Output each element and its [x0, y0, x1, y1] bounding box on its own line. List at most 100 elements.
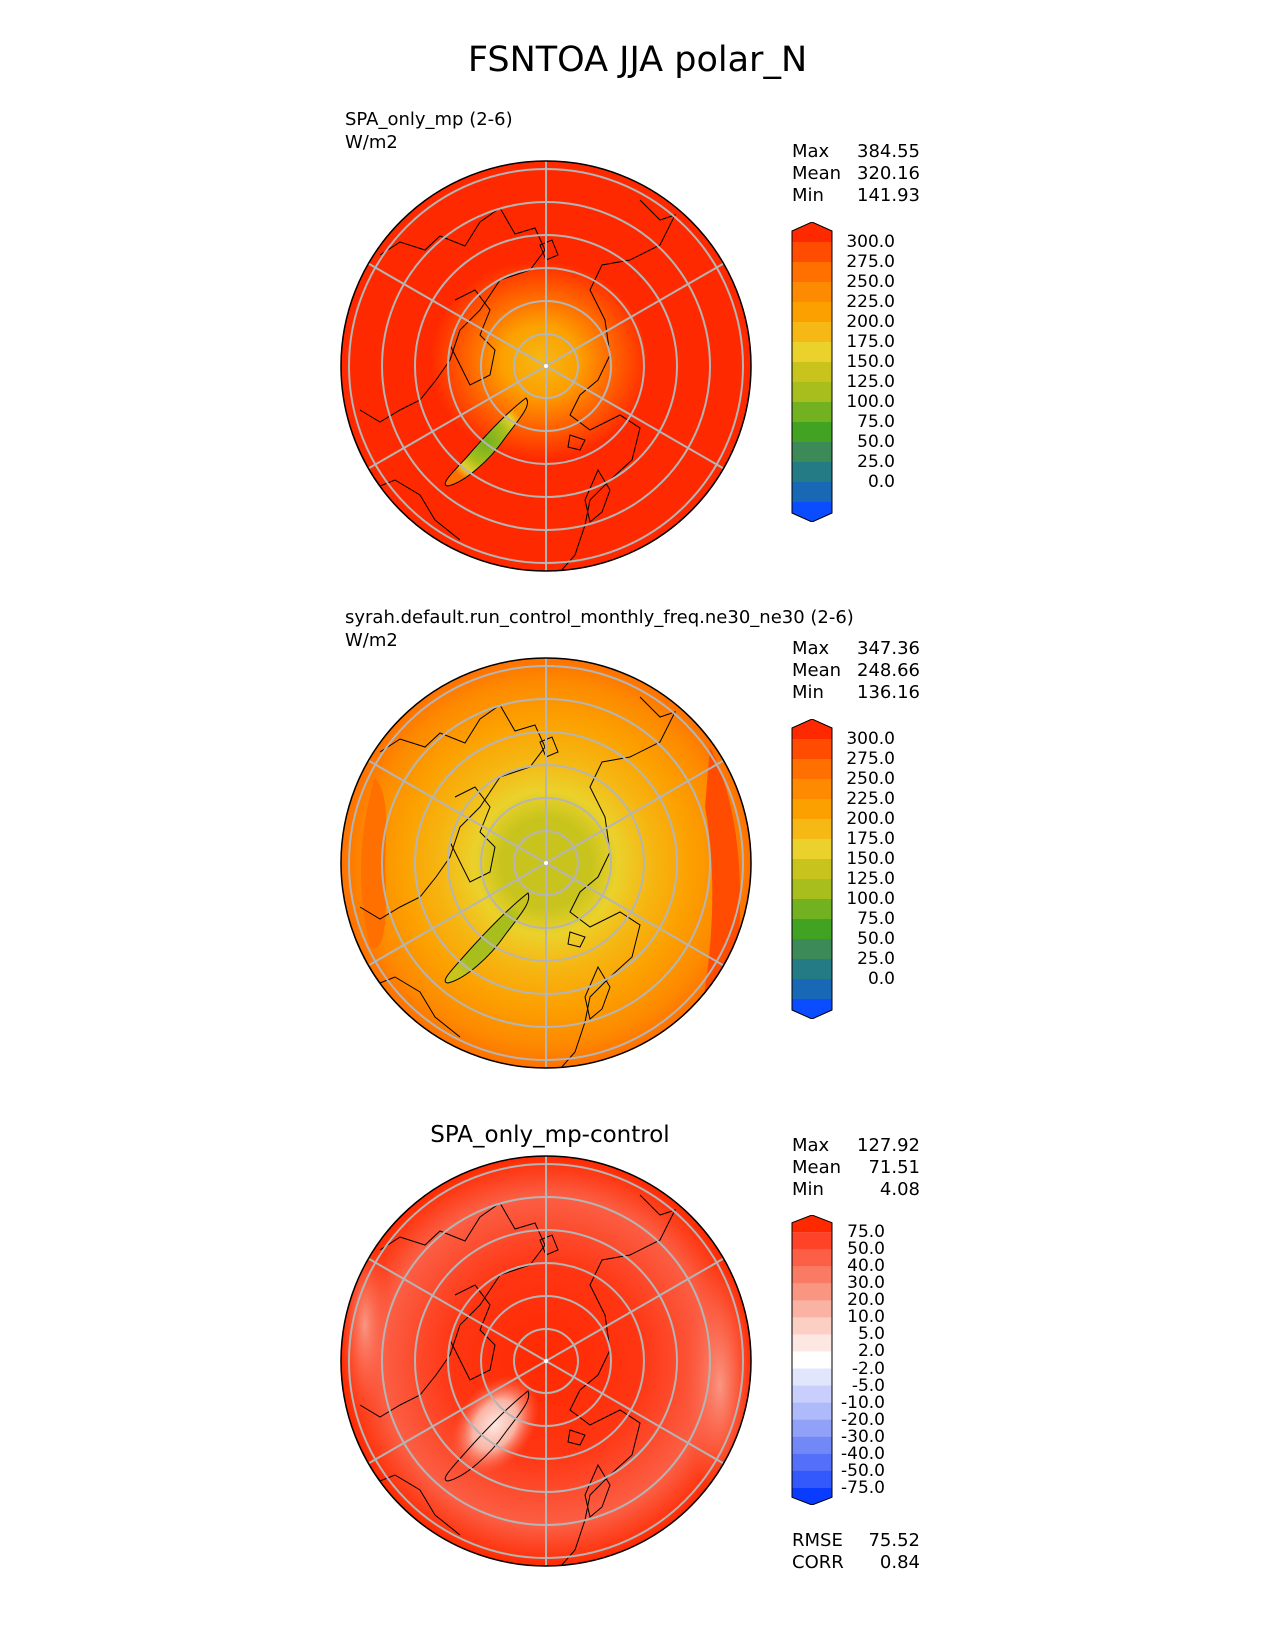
colorbar-segment	[792, 1266, 832, 1284]
map-boundary	[340, 657, 752, 1069]
map-boundary	[340, 1155, 752, 1567]
colorbar-segment	[792, 1368, 832, 1387]
colorbar-segment	[792, 402, 832, 423]
gridlines	[348, 1156, 744, 1566]
metric-corr: 0.84	[879, 1552, 920, 1573]
colorbar-tick-label: 50.0	[857, 432, 895, 452]
colorbar-segment	[792, 422, 832, 443]
colorbar-outline	[791, 719, 833, 1019]
stat-max: 384.55	[857, 141, 920, 162]
colorbar-segment	[792, 1385, 832, 1404]
stats-box: Max 347.36 Mean 248.66 Min 136.16	[792, 638, 920, 704]
colorbar-tick-label: 25.0	[857, 452, 895, 472]
colorbar-segment	[792, 1487, 832, 1505]
colorbar-segment	[792, 899, 832, 920]
colorbar-tick-label: 75.0	[847, 1222, 885, 1243]
colorbar-tick-label: -75.0	[841, 1477, 885, 1498]
colorbar-segment	[792, 442, 832, 463]
colorbar-segment	[792, 1249, 832, 1267]
colorbar-tick-label: 225.0	[846, 292, 895, 312]
metric-label: RMSE	[792, 1530, 843, 1551]
colorbar-segment	[792, 859, 832, 880]
colorbar-segment	[792, 1419, 832, 1438]
colorbar-tick-label: 175.0	[846, 829, 895, 849]
metric-rmse: 75.52	[868, 1530, 920, 1551]
colorbar-segment	[792, 1215, 832, 1233]
pole-marker	[544, 364, 548, 368]
colorbar-segment	[792, 1402, 832, 1421]
colorbar-tick-label: 0.0	[867, 969, 895, 989]
map-boundary	[340, 160, 752, 572]
colorbar-tick-label: 175.0	[846, 332, 895, 352]
stats-box: Max 384.55 Mean 320.16 Min 141.93	[792, 141, 920, 207]
field-greenland	[445, 398, 528, 486]
colorbar-tick-label: 50.0	[847, 1239, 885, 1260]
colorbar-segment	[792, 819, 832, 840]
colorbar-segment	[792, 1232, 832, 1250]
panel-title: syrah.default.run_control_monthly_freq.n…	[345, 606, 854, 652]
colorbar-segment	[792, 799, 832, 820]
polar-map	[340, 160, 752, 572]
colorbar-segment	[792, 222, 832, 242]
colorbar	[791, 222, 833, 522]
colorbar-segment	[792, 979, 832, 1000]
colorbar-tick-label: 40.0	[847, 1256, 885, 1277]
stat-label: Min	[792, 682, 824, 703]
colorbar-tick-label: 10.0	[847, 1307, 885, 1328]
colorbar-tick-label: -50.0	[841, 1460, 885, 1481]
panel-title-text: syrah.default.run_control_monthly_freq.n…	[345, 607, 854, 628]
colorbar-outline	[791, 1215, 833, 1505]
panel-title: SPA_only_mp (2-6) W/m2	[345, 108, 513, 154]
field-west-band	[341, 1235, 390, 1415]
figure-title: FSNTOA JJA polar_N	[467, 40, 808, 80]
stat-label: Mean	[792, 1157, 842, 1178]
pole-marker	[544, 861, 548, 865]
colorbar-segment	[792, 1334, 832, 1352]
colorbar-tick-label: 50.0	[857, 929, 895, 949]
colorbar-segment	[792, 1351, 832, 1370]
colorbar-tick-label: -30.0	[841, 1426, 885, 1447]
stat-max: 127.92	[857, 1135, 920, 1156]
colorbar-segment	[792, 779, 832, 800]
colorbar-tick-label: 30.0	[847, 1273, 885, 1294]
colorbar-segment	[792, 919, 832, 940]
colorbar-tick-label: 250.0	[846, 272, 895, 292]
colorbar-tick-label: 200.0	[846, 809, 895, 829]
colorbar-tick-label: 250.0	[846, 769, 895, 789]
polar-map	[340, 1155, 752, 1567]
metrics-box: RMSE 75.52 CORR 0.84	[792, 1530, 920, 1574]
colorbar-tick-label: -40.0	[841, 1443, 885, 1464]
colorbar-segment	[792, 502, 832, 522]
colorbar-segment	[792, 482, 832, 503]
colorbar-segment	[792, 999, 832, 1019]
colorbar	[791, 1215, 833, 1505]
stat-label: Mean	[792, 660, 842, 681]
colorbar-ticks: 300.0 275.0 250.0 225.0 200.0 175.0 150.0 125.0…	[830, 222, 895, 522]
colorbar-segment	[792, 739, 832, 760]
colorbar-tick-label: 75.0	[857, 412, 895, 432]
colorbar-segment	[792, 382, 832, 403]
colorbar-segment	[792, 242, 832, 263]
stat-label: Max	[792, 141, 830, 162]
stat-max: 347.36	[857, 638, 920, 659]
colorbar-outline	[791, 222, 833, 522]
colorbar-segment	[792, 1436, 832, 1455]
colorbar-tick-label: 275.0	[846, 749, 895, 769]
colorbar-segment	[792, 959, 832, 980]
colorbar-segment	[792, 1283, 832, 1301]
colorbar-tick-label: 2.0	[857, 1341, 885, 1362]
colorbar-tick-label: 275.0	[846, 252, 895, 272]
colorbar-segment	[792, 1453, 832, 1472]
colorbar-segment	[792, 342, 832, 363]
colorbar-segment	[792, 322, 832, 343]
colorbar-tick-label: 125.0	[846, 372, 895, 392]
stat-label: Mean	[792, 163, 842, 184]
metric-label: CORR	[792, 1552, 844, 1573]
colorbar-tick-label: 0.0	[867, 472, 895, 492]
stat-min: 141.93	[857, 185, 920, 206]
stats-box: Max 127.92 Mean 71.51 Min 4.08	[792, 1135, 920, 1201]
colorbar-tick-label: 300.0	[846, 232, 895, 252]
colorbar-tick-label: 75.0	[857, 909, 895, 929]
colorbar-segment	[792, 719, 832, 739]
field-west-band	[360, 777, 387, 949]
